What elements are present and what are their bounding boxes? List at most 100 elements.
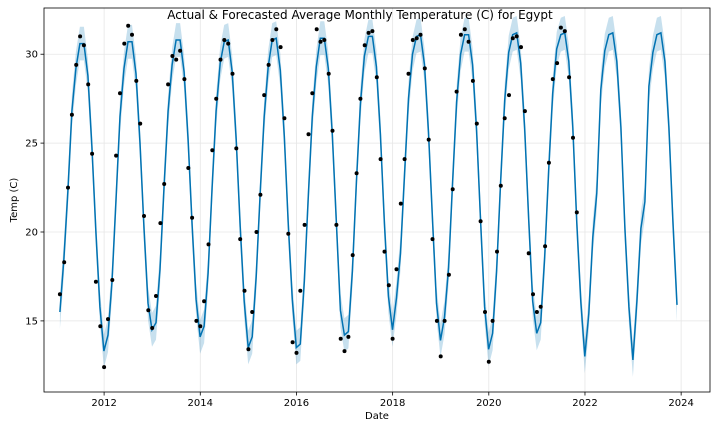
actual-point: [246, 347, 251, 352]
actual-point: [254, 230, 259, 234]
actual-point: [498, 183, 503, 188]
actual-point: [386, 283, 391, 288]
actual-point: [290, 340, 295, 345]
actual-point: [69, 112, 74, 117]
actual-point: [81, 43, 86, 48]
actual-point: [430, 237, 435, 242]
actual-point: [474, 121, 479, 126]
actual-point: [362, 43, 367, 48]
actual-point: [462, 27, 467, 32]
actual-point: [370, 29, 375, 34]
actual-point: [434, 318, 439, 323]
actual-point: [374, 75, 379, 80]
actual-point: [402, 157, 407, 162]
actual-point: [495, 249, 499, 254]
actual-point: [278, 45, 283, 50]
actual-point: [270, 38, 275, 42]
actual-point: [418, 32, 423, 37]
actual-point: [318, 39, 323, 44]
actual-point: [330, 128, 335, 133]
actual-point: [294, 350, 299, 355]
actual-point: [322, 38, 327, 42]
actual-point: [366, 30, 371, 35]
actual-point: [550, 77, 555, 82]
actual-point: [522, 109, 527, 114]
actual-point: [426, 137, 431, 142]
actual-point: [306, 132, 311, 137]
actual-point: [562, 29, 567, 34]
actual-point: [62, 260, 67, 265]
actual-point: [118, 91, 122, 96]
actual-point: [202, 299, 207, 304]
actual-point: [390, 336, 395, 341]
actual-point: [206, 242, 211, 247]
actual-point: [90, 151, 95, 156]
x-axis-label: Date: [365, 411, 389, 422]
actual-point: [218, 57, 223, 62]
actual-point: [170, 54, 175, 58]
actual-point: [190, 215, 195, 220]
actual-point: [266, 62, 271, 67]
actual-point: [102, 365, 107, 370]
actual-point: [174, 57, 179, 62]
actual-point: [238, 237, 243, 242]
actual-point: [162, 182, 167, 186]
actual-point: [567, 75, 572, 80]
actual-point: [346, 334, 351, 339]
actual-point: [86, 82, 91, 87]
x-tick-label: 2018: [380, 398, 405, 409]
x-tick-label: 2012: [91, 398, 116, 409]
actual-point: [446, 272, 451, 277]
actual-point: [114, 153, 119, 158]
actual-points: [57, 23, 579, 370]
actual-point: [450, 187, 455, 192]
chart-title: Actual & Forecasted Average Monthly Temp…: [167, 8, 553, 22]
actual-point: [519, 45, 523, 50]
actual-point: [194, 318, 199, 323]
actual-point: [310, 91, 315, 96]
actual-point: [126, 23, 131, 28]
x-tick-label: 2014: [188, 398, 213, 409]
actual-point: [334, 222, 339, 227]
actual-point: [106, 317, 110, 322]
actual-point: [546, 160, 551, 165]
actual-point: [478, 219, 483, 224]
actual-point: [510, 36, 515, 41]
actual-point: [130, 32, 134, 37]
actual-point: [210, 148, 215, 153]
actual-point: [242, 288, 247, 293]
actual-point: [382, 249, 387, 254]
actual-point: [354, 171, 359, 176]
actual-point: [538, 304, 543, 309]
actual-point: [438, 354, 443, 359]
actual-point: [571, 135, 575, 140]
x-axis-ticks: 2012 2014 2016 2018 2020 2022 2024: [91, 392, 694, 409]
actual-point: [406, 71, 411, 76]
actual-point: [222, 38, 227, 42]
actual-point: [178, 48, 183, 53]
actual-point: [214, 96, 219, 101]
x-tick-label: 2024: [668, 398, 693, 409]
actual-point: [286, 231, 291, 236]
y-axis-ticks: 15 20 25 30: [25, 50, 44, 327]
actual-point: [258, 192, 263, 197]
actual-point: [282, 116, 287, 121]
actual-point: [454, 89, 459, 94]
actual-point: [198, 324, 203, 329]
y-tick-label: 25: [25, 139, 38, 150]
actual-point: [250, 310, 255, 314]
actual-point: [442, 318, 447, 323]
actual-point: [514, 34, 519, 39]
actual-point: [138, 121, 143, 126]
actual-point: [531, 292, 535, 297]
y-tick-label: 30: [25, 50, 38, 61]
actual-point: [274, 27, 279, 32]
actual-point: [66, 185, 70, 190]
actual-point: [146, 308, 151, 313]
y-tick-label: 20: [25, 228, 38, 239]
actual-point: [298, 288, 303, 293]
actual-point: [543, 244, 548, 249]
actual-point: [98, 324, 103, 329]
actual-point: [166, 82, 171, 87]
